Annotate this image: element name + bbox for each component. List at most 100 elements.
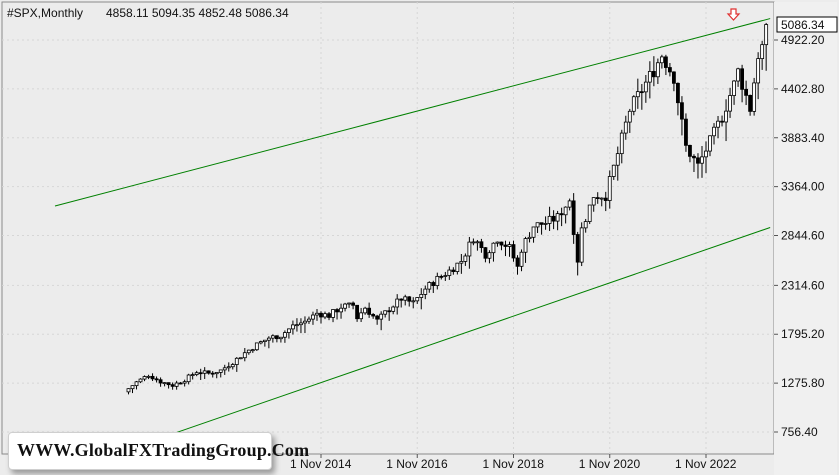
candle xyxy=(663,54,668,76)
candle xyxy=(403,294,408,306)
candle xyxy=(728,87,732,118)
candle xyxy=(680,96,684,136)
candle xyxy=(607,170,612,209)
candle xyxy=(411,297,416,309)
candle xyxy=(287,328,291,339)
candle xyxy=(619,129,624,164)
candle xyxy=(262,339,267,347)
candle xyxy=(712,123,716,145)
channel-line-lower xyxy=(124,226,771,451)
candle xyxy=(146,374,151,380)
candle xyxy=(599,197,604,207)
candle xyxy=(254,342,259,351)
time-tick-label: 1 Nov 2020 xyxy=(579,457,641,471)
channel-line-upper xyxy=(54,18,771,207)
price-axis-panel xyxy=(774,2,837,454)
candle xyxy=(760,40,765,70)
price-tick-label: 4402.80 xyxy=(781,82,825,96)
candle xyxy=(427,281,432,293)
candle xyxy=(659,54,664,69)
candle xyxy=(455,262,460,275)
candle xyxy=(343,302,347,312)
candle xyxy=(720,115,724,127)
candle xyxy=(567,198,572,211)
candle xyxy=(134,380,139,390)
candle xyxy=(668,62,672,77)
plot-area xyxy=(1,1,775,455)
candle xyxy=(126,388,131,395)
time-tick-label: 1 Nov 2014 xyxy=(290,457,352,471)
candle xyxy=(623,115,628,140)
candle xyxy=(174,380,179,390)
candle xyxy=(515,255,520,275)
candle xyxy=(178,381,183,385)
candle xyxy=(732,80,736,105)
candle xyxy=(283,330,287,343)
candle xyxy=(399,298,404,308)
candle xyxy=(499,241,504,251)
candle xyxy=(303,316,307,334)
candle xyxy=(323,311,327,320)
price-tick-label: 3364.00 xyxy=(781,180,825,194)
candle xyxy=(130,385,135,394)
candle xyxy=(218,369,223,378)
candle xyxy=(335,308,339,320)
candle xyxy=(635,78,640,109)
candle xyxy=(355,304,359,322)
candle xyxy=(724,99,728,142)
candle xyxy=(547,206,552,231)
candle xyxy=(198,368,203,380)
candle xyxy=(736,67,740,87)
candle xyxy=(748,94,753,116)
candle xyxy=(315,309,319,321)
candle xyxy=(744,80,749,106)
candle xyxy=(238,357,243,360)
candle xyxy=(307,316,311,324)
candle xyxy=(704,141,708,174)
price-tick-label: 1275.80 xyxy=(781,376,825,390)
candle xyxy=(700,146,704,178)
candle xyxy=(688,144,692,163)
candle xyxy=(672,71,676,92)
down-arrow-icon xyxy=(726,8,741,21)
candle xyxy=(431,280,436,293)
candle xyxy=(647,61,652,99)
candle xyxy=(190,372,195,380)
candle xyxy=(387,306,392,321)
candle xyxy=(158,377,163,387)
time-axis: 1 Nov 2014 1 Nov 2016 1 Nov 2018 1 Nov 2020… xyxy=(290,454,737,471)
candle xyxy=(603,191,608,212)
candle xyxy=(615,146,620,181)
axis-corner xyxy=(774,454,837,475)
chart-symbol-label: #SPX,Monthly xyxy=(7,6,83,20)
candle xyxy=(194,370,199,377)
candle xyxy=(651,56,656,87)
candle xyxy=(154,376,159,383)
candle xyxy=(587,204,592,225)
price-axis: 4922.20 4402.80 3883.40 3364.00 2844.60 2314.… xyxy=(774,33,825,439)
candle xyxy=(250,348,255,353)
candle xyxy=(274,335,279,343)
candle xyxy=(696,153,700,179)
candle xyxy=(676,82,680,116)
candle xyxy=(182,379,187,387)
candle xyxy=(291,320,295,335)
candle xyxy=(266,336,271,349)
candle xyxy=(359,307,364,323)
candle xyxy=(299,318,303,334)
candle xyxy=(375,314,380,325)
candle xyxy=(684,113,688,152)
candle xyxy=(214,372,219,379)
candle xyxy=(210,371,215,378)
candle xyxy=(451,267,456,275)
candle xyxy=(611,164,616,180)
candle xyxy=(708,135,712,157)
candle xyxy=(295,318,299,332)
candle xyxy=(407,296,412,307)
candle xyxy=(419,288,424,310)
candle xyxy=(166,382,171,389)
candle xyxy=(319,311,323,324)
candle xyxy=(631,95,636,116)
